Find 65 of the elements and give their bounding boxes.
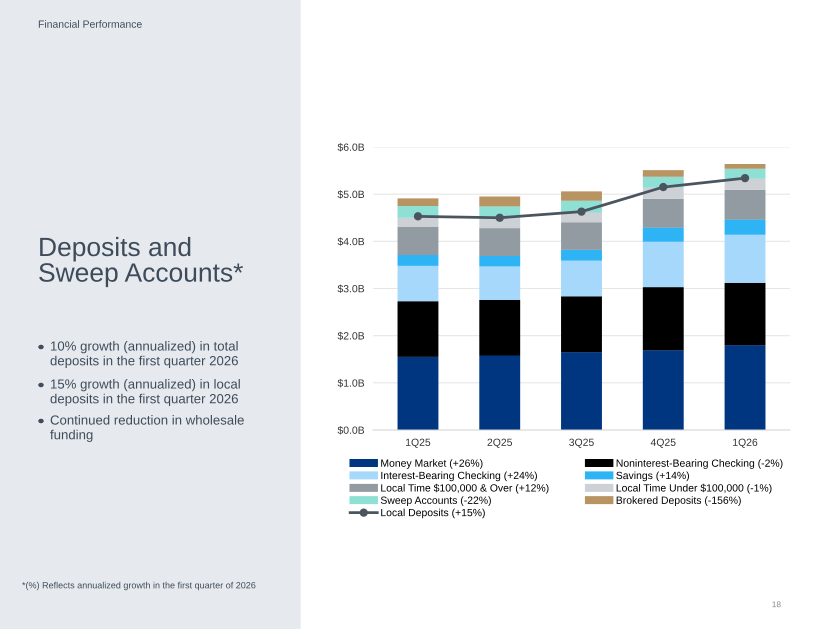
y-tick-label: $5.0B (338, 190, 364, 199)
legend-label: Local Time $100,000 & Over (+12%) (381, 484, 549, 494)
legend-label: Noninterest-Bearing Checking (-2%) (616, 459, 782, 469)
bar (724, 190, 766, 220)
y-tick-label: $1.0B (338, 378, 364, 388)
legend-label: Brokered Deposits (-156%) (616, 496, 741, 506)
bar (724, 164, 766, 169)
bar (398, 266, 438, 302)
bar (561, 191, 602, 201)
x-tick-label: 1Q26 (733, 438, 758, 448)
legend-label: Savings (+14%) (616, 471, 689, 482)
bar (642, 287, 684, 350)
point (659, 182, 668, 192)
y-tick-label: $0.0B (338, 426, 364, 434)
bar (724, 234, 766, 283)
bar (479, 355, 520, 430)
x-tick-label: 1Q25 (406, 438, 430, 448)
bar (479, 196, 520, 206)
bar (642, 170, 684, 177)
legend-label: Money Market (+26%) (381, 459, 482, 469)
x-tick-label: 2Q25 (488, 438, 512, 448)
bar (398, 301, 438, 357)
legend-label: Local Deposits (+15%) (381, 508, 485, 518)
x-tick-label: 3Q25 (569, 438, 594, 448)
bar (724, 168, 766, 179)
bar (724, 345, 766, 430)
point (740, 174, 750, 182)
bar (724, 220, 766, 235)
legend-label: Sweep Accounts (-22%) (380, 496, 491, 506)
bar (642, 350, 684, 430)
text: 18 (772, 601, 781, 608)
bar (561, 222, 602, 250)
bar (479, 256, 520, 266)
point (577, 207, 586, 216)
text: 10% growth (annualized) in total deposits in the first quarter 2026 (50, 341, 238, 368)
bar (479, 300, 520, 356)
x-tick-label: 4Q25 (650, 438, 676, 448)
y-tick-label: $4.0B (338, 237, 364, 246)
bar (561, 296, 602, 352)
text: Financial Performance (38, 20, 142, 28)
legend-label: Interest-Bearing Checking (+24%) (381, 471, 537, 482)
bar (479, 228, 520, 256)
bar (642, 242, 684, 288)
bar (642, 198, 684, 228)
bar (398, 226, 438, 256)
y-tick-label: $3.0B (338, 284, 364, 293)
bar (398, 198, 438, 206)
y-tick-label: $2.0B (338, 332, 364, 340)
bar (724, 282, 766, 346)
text: Continued reduction in wholesale funding (50, 415, 244, 442)
bar (642, 228, 684, 242)
bar (398, 218, 438, 227)
legend-label: Local Time Under $100,000 (-1%) (616, 484, 772, 494)
bar (398, 356, 438, 430)
bar (479, 266, 520, 300)
text: Deposits and Sweep Accounts* (39, 236, 243, 288)
text: 15% growth (annualized) in local deposits in the first quarter 2026 (50, 379, 240, 406)
bar (561, 260, 602, 297)
point (414, 212, 422, 220)
y-tick-label: $6.0B (338, 143, 364, 152)
text: *(%) Reflects annualized growth in the first quarter of 2026 (22, 582, 256, 590)
bar (561, 352, 602, 430)
bar (398, 255, 438, 266)
bar (561, 250, 602, 261)
point (496, 214, 504, 222)
